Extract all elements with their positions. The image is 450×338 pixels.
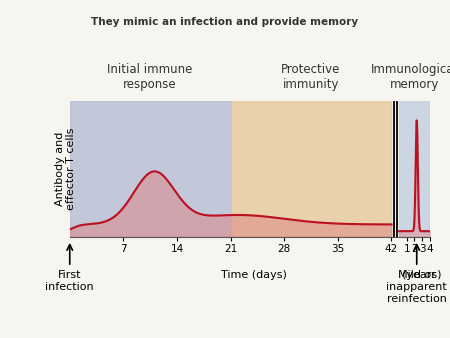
Bar xyxy=(399,101,430,237)
Text: Immunological
memory: Immunological memory xyxy=(371,63,450,91)
Text: (years): (years) xyxy=(402,270,442,281)
Text: First
infection: First infection xyxy=(45,270,94,292)
Bar xyxy=(230,101,392,237)
Text: They mimic an infection and provide memory: They mimic an infection and provide memo… xyxy=(91,17,359,27)
Text: Protective
immunity: Protective immunity xyxy=(281,63,341,91)
Text: Time (days): Time (days) xyxy=(220,270,287,281)
Text: Mild or
inapparent
reinfection: Mild or inapparent reinfection xyxy=(387,270,447,304)
Text: Initial immune
response: Initial immune response xyxy=(108,63,193,91)
Y-axis label: Antibody and
effector T cells: Antibody and effector T cells xyxy=(55,128,76,210)
Bar xyxy=(70,101,230,237)
